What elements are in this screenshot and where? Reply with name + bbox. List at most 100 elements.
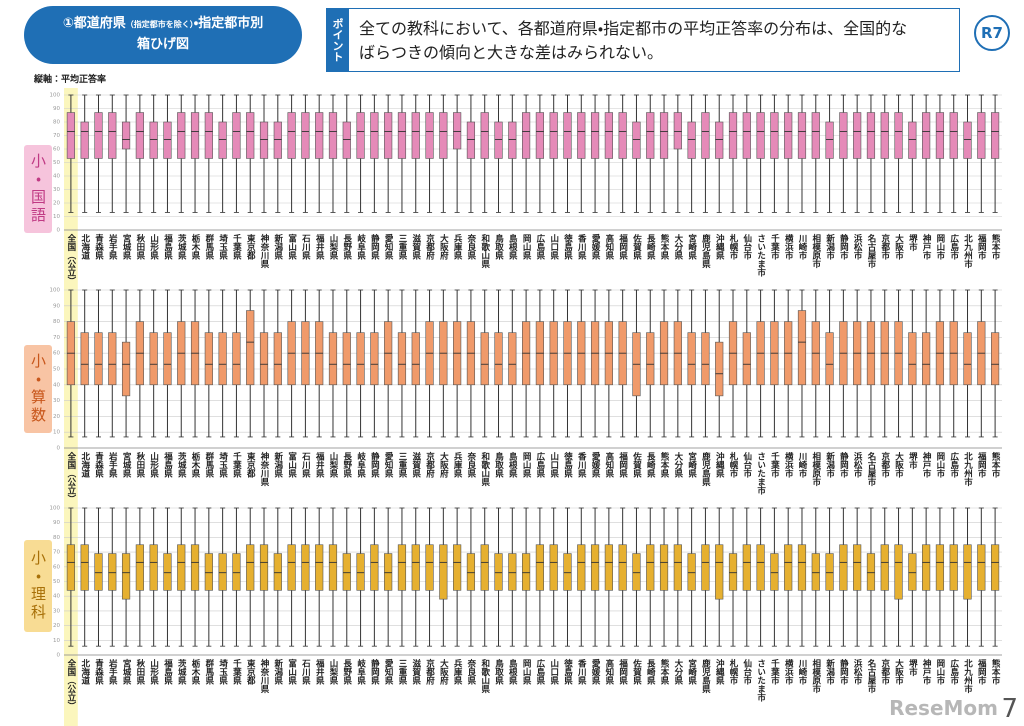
x-tick-label: 岡山県 xyxy=(521,659,531,685)
box xyxy=(632,121,641,159)
box xyxy=(397,112,407,159)
x-tick-label: 大阪市 xyxy=(894,233,904,260)
x-tick-label: 島根県 xyxy=(507,451,517,478)
x-tick-label: 千葉県 xyxy=(231,451,242,478)
box xyxy=(508,332,517,386)
x-tick-label: 横浜市 xyxy=(783,658,794,685)
x-tick-label: 埼玉県 xyxy=(218,658,228,685)
x-tick-label: 静岡県 xyxy=(369,233,379,260)
y-tick-label: 20 xyxy=(53,623,60,629)
box xyxy=(453,544,462,591)
box xyxy=(328,112,338,159)
y-tick-label: 0 xyxy=(57,446,61,452)
x-tick-label: 高知県 xyxy=(604,451,614,478)
x-tick-label: 東京都 xyxy=(245,658,256,685)
box xyxy=(590,112,600,159)
box xyxy=(577,112,586,159)
x-tick-label: 東京都 xyxy=(245,233,256,260)
box xyxy=(784,112,793,159)
x-tick-label: 広島県 xyxy=(535,658,546,685)
box xyxy=(756,112,765,159)
box xyxy=(977,544,986,591)
box xyxy=(853,544,862,591)
y-axis-label: 縦軸：平均正答率 xyxy=(34,75,107,85)
box xyxy=(742,544,751,591)
box xyxy=(811,112,820,159)
box xyxy=(728,112,738,159)
x-tick-label: 愛知県 xyxy=(383,233,393,260)
box xyxy=(508,553,517,591)
y-tick-label: 0 xyxy=(57,228,61,234)
y-tick-label: 40 xyxy=(53,174,60,180)
x-tick-label: 鳥取県 xyxy=(494,451,504,478)
box xyxy=(839,112,848,159)
x-tick-label: 北九州市 xyxy=(963,451,974,487)
box xyxy=(908,121,917,159)
x-tick-label: 横浜市 xyxy=(783,451,794,478)
x-tick-label: 富山県 xyxy=(287,233,297,260)
box xyxy=(991,332,1000,386)
x-tick-label: 全国（公立） xyxy=(66,233,77,285)
x-tick-label: 栃木県 xyxy=(190,658,201,685)
x-tick-label: 秋田県 xyxy=(135,233,146,260)
x-tick-label: 仙台市 xyxy=(742,233,753,260)
box xyxy=(922,544,931,591)
box xyxy=(328,332,338,386)
box xyxy=(397,544,407,591)
box xyxy=(287,544,296,591)
box xyxy=(190,544,200,591)
x-tick-label: 京都府 xyxy=(425,451,436,478)
box xyxy=(356,112,365,159)
x-tick-label: 岐阜県 xyxy=(356,451,366,478)
x-tick-label: 兵庫県 xyxy=(452,451,462,478)
x-tick-label: 青森県 xyxy=(93,658,103,685)
x-tick-label: 堺市 xyxy=(907,658,917,677)
x-tick-label: 札幌市 xyxy=(728,451,739,478)
x-tick-label: 北九州市 xyxy=(963,658,974,694)
box xyxy=(315,544,324,591)
y-tick-label: 70 xyxy=(53,550,60,556)
y-tick-label: 60 xyxy=(53,351,60,357)
point-line: ばらつきの傾向と大きな差はみられない。 xyxy=(359,43,664,62)
x-tick-label: 三重県 xyxy=(397,452,407,478)
box xyxy=(397,332,407,386)
x-tick-label: 新潟県 xyxy=(273,451,284,478)
y-tick-label: 10 xyxy=(53,638,60,644)
x-tick-label: 神戸市 xyxy=(921,233,932,260)
x-tick-label: 沖縄県 xyxy=(714,451,725,478)
box xyxy=(94,553,103,591)
x-tick-label: 川崎市 xyxy=(797,452,808,478)
x-tick-label: 鹿児島県 xyxy=(700,233,711,268)
x-tick-label: 神奈川県 xyxy=(259,233,270,268)
box xyxy=(384,112,393,159)
box xyxy=(563,553,572,591)
title-part: ・指定都市別 xyxy=(193,16,264,31)
x-tick-label: 岡山市 xyxy=(935,659,945,685)
x-tick-label: 秋田県 xyxy=(135,658,146,685)
x-tick-label: 川崎市 xyxy=(797,234,808,260)
x-tick-label: 相模原市 xyxy=(811,233,821,268)
box xyxy=(701,332,710,386)
box xyxy=(659,544,669,591)
x-tick-label: 北九州市 xyxy=(963,233,974,268)
x-tick-label: 山梨県 xyxy=(328,233,339,260)
subject-label: 小・国語 xyxy=(24,145,52,233)
x-tick-label: 横浜市 xyxy=(783,233,794,260)
box xyxy=(356,553,365,591)
box xyxy=(991,544,1000,591)
box xyxy=(853,112,862,159)
x-tick-label: 鳥取県 xyxy=(494,658,504,685)
x-tick-label: 奈良県 xyxy=(466,451,477,478)
y-tick-label: 70 xyxy=(53,133,60,139)
y-tick-label: 80 xyxy=(53,535,60,541)
x-tick-label: 堺市 xyxy=(907,233,917,252)
box xyxy=(287,112,296,159)
x-tick-label: 仙台市 xyxy=(742,451,753,478)
x-tick-label: 川崎市 xyxy=(797,659,808,685)
x-tick-label: 石川県 xyxy=(300,659,311,685)
x-tick-label: 福島県 xyxy=(162,451,173,478)
x-tick-label: 広島市 xyxy=(949,658,960,685)
box xyxy=(177,544,186,591)
x-tick-label: 香川県 xyxy=(576,451,587,478)
box xyxy=(232,112,241,159)
